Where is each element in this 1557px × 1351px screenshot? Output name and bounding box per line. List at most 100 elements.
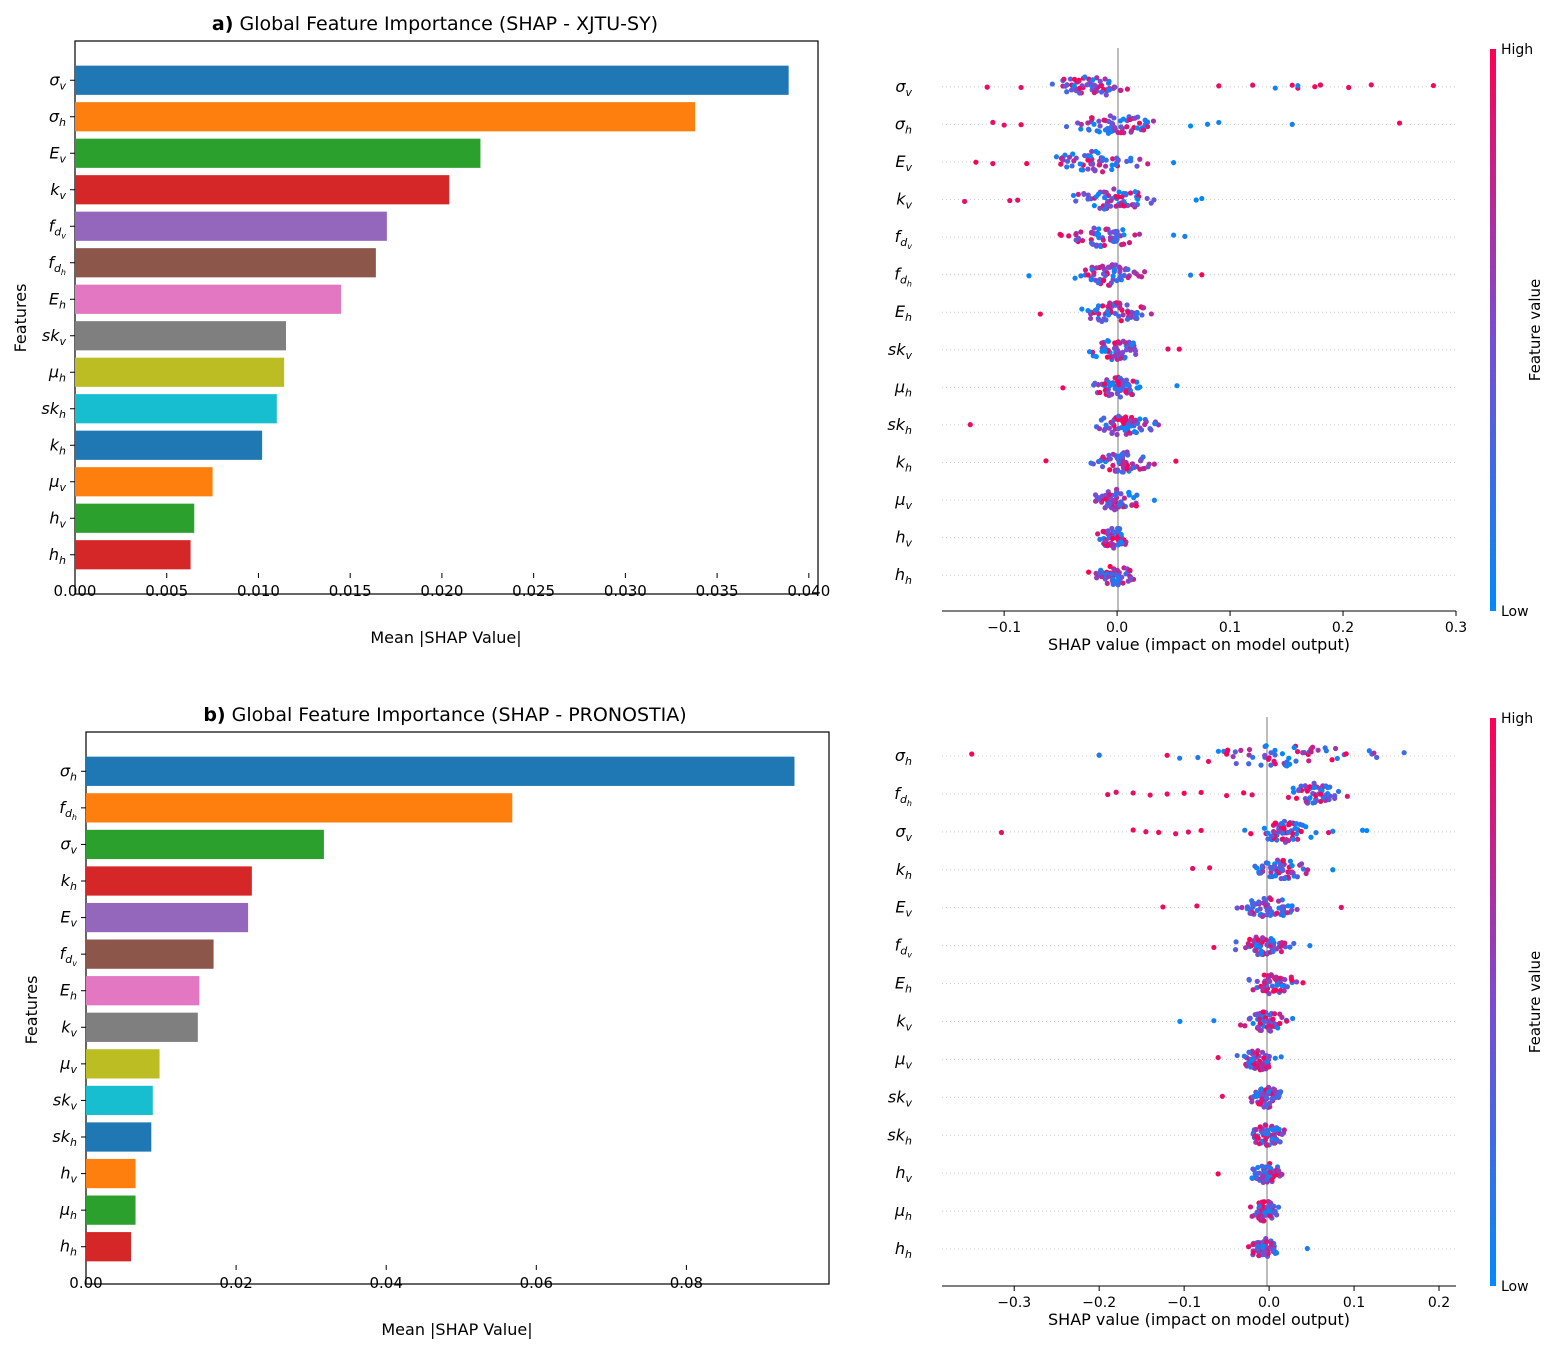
shap-point <box>1278 1089 1284 1095</box>
shap-point <box>1237 1022 1244 1028</box>
shap-point <box>998 829 1005 836</box>
shap-point <box>1097 205 1103 211</box>
shap-point <box>1254 1064 1260 1070</box>
shap-point <box>1249 1057 1255 1063</box>
shap-point <box>1106 425 1113 431</box>
bar-fdv <box>86 939 214 969</box>
shap-point <box>1091 121 1097 127</box>
shap-point <box>1253 943 1260 949</box>
shap-point <box>1338 904 1344 910</box>
shap-point <box>1062 83 1069 89</box>
shap-point <box>1085 126 1092 132</box>
shap-point <box>1113 262 1119 268</box>
shap-point <box>1275 1025 1281 1031</box>
shap-point <box>1215 1171 1221 1177</box>
shap-point <box>1107 563 1113 570</box>
x-tick-label: 0.00 <box>69 1274 102 1292</box>
y-tick-label: hv <box>895 1163 912 1185</box>
shap-point <box>1277 987 1284 994</box>
shap-point <box>1268 1241 1274 1247</box>
shap-point <box>1284 910 1290 916</box>
y-tick-label: μv <box>48 472 66 494</box>
y-tick-label: μh <box>59 1200 77 1222</box>
shap-point <box>1133 314 1139 320</box>
shap-point <box>1110 273 1116 279</box>
y-tick-label: Ev <box>895 152 912 174</box>
shap-point <box>1307 943 1313 949</box>
shap-point <box>1274 910 1280 916</box>
shap-point <box>1124 382 1131 388</box>
shap-point <box>1102 194 1108 201</box>
shap-point <box>1261 1199 1267 1205</box>
shap-point <box>1286 822 1292 828</box>
shap-point <box>1290 789 1297 795</box>
bar-skh <box>86 1122 152 1152</box>
shap-point <box>1261 1055 1267 1061</box>
y-tick-label: fdv <box>895 936 913 960</box>
shap-point <box>1120 203 1127 209</box>
shap-point <box>1119 469 1125 475</box>
shap-point <box>1084 82 1090 88</box>
shap-point <box>1247 910 1253 916</box>
shap-point <box>1107 467 1113 473</box>
shap-point <box>961 198 968 205</box>
shap-point <box>1255 1024 1262 1030</box>
shap-point <box>1215 1054 1221 1061</box>
shap-point <box>1112 126 1118 133</box>
shap-point <box>1250 1050 1257 1056</box>
shap-point <box>1137 156 1143 162</box>
shap-point <box>1101 316 1107 322</box>
shap-point <box>1067 76 1074 82</box>
shap-point <box>1127 417 1133 424</box>
shap-point <box>1114 455 1120 461</box>
x-tick-label: −0.2 <box>1082 1295 1116 1311</box>
shap-point <box>1264 1238 1270 1245</box>
shap-point <box>1117 526 1123 532</box>
bar-kh <box>75 430 263 460</box>
shap-point <box>1275 1204 1282 1210</box>
bar-μv <box>86 1049 160 1079</box>
shap-point <box>1253 947 1259 953</box>
shap-point <box>1258 1086 1264 1092</box>
shap-point <box>1396 120 1403 126</box>
shap-point <box>1124 449 1130 455</box>
shap-point <box>1279 983 1285 989</box>
shap-point <box>1271 1011 1278 1017</box>
shap-point <box>1131 269 1137 275</box>
shap-point <box>1232 947 1239 953</box>
shap-point <box>1323 792 1329 798</box>
shap-point <box>1259 1130 1266 1136</box>
shap-point <box>1262 1018 1269 1024</box>
shap-point <box>1136 231 1143 237</box>
shap-point <box>1177 755 1183 761</box>
shap-point <box>1070 192 1077 199</box>
shap-point <box>1086 349 1093 355</box>
y-tick-label: fdh <box>894 784 912 808</box>
shap-point <box>1107 234 1114 241</box>
shap-point <box>1265 860 1271 866</box>
shap-point <box>1126 490 1132 496</box>
shap-point <box>1286 755 1292 761</box>
shap-point <box>1269 983 1275 989</box>
shap-point <box>1066 154 1073 160</box>
shap-point <box>1109 525 1115 532</box>
shap-point <box>1187 123 1194 129</box>
shap-point <box>1132 232 1138 238</box>
shap-point <box>1156 829 1162 836</box>
shap-point <box>1263 1249 1269 1255</box>
y-tick-label: fdv <box>49 216 67 240</box>
shap-point <box>1273 975 1279 981</box>
shap-point <box>1261 825 1267 831</box>
shap-point <box>1109 166 1115 173</box>
shap-point <box>1114 347 1121 353</box>
shap-point <box>1274 946 1280 952</box>
bar-kv <box>86 1012 198 1042</box>
shap-point <box>1249 1099 1255 1105</box>
shap-point <box>1141 269 1148 275</box>
shap-point <box>1317 82 1324 88</box>
x-tick-label: −0.3 <box>997 1295 1031 1311</box>
shap-point <box>1084 153 1090 159</box>
shap-point <box>1430 82 1437 89</box>
x-tick-label: 0.02 <box>219 1274 252 1292</box>
shap-point <box>1211 1018 1217 1024</box>
